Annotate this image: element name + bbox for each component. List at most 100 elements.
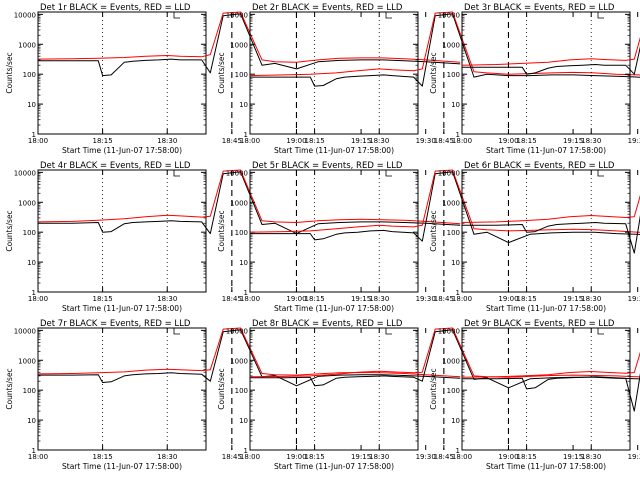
events-series-line bbox=[38, 329, 461, 387]
x-axis-label: Start Time (11-Jun-07 17:58:00) bbox=[486, 462, 606, 471]
y-tick-label: 10000 bbox=[14, 327, 36, 335]
x-tick-label: 19:30 bbox=[628, 453, 640, 461]
x-tick-label: 19:30 bbox=[628, 137, 640, 145]
x-axis-label: Start Time (11-Jun-07 17:58:00) bbox=[62, 304, 182, 313]
x-tick-label: 18:45 bbox=[434, 295, 454, 303]
plot-frame bbox=[461, 169, 631, 293]
y-tick-label: 10000 bbox=[226, 11, 248, 19]
x-tick-label: 18:30 bbox=[157, 453, 177, 461]
x-tick-label: 19:15 bbox=[351, 137, 371, 145]
x-tick-label: 18:30 bbox=[369, 137, 389, 145]
detector-panel: Det 1r BLACK = Events, RED = LLD 1 10 100 10… bbox=[5, 3, 461, 155]
x-tick-label: 19:00 bbox=[498, 137, 518, 145]
x-tick-label: 19:15 bbox=[563, 453, 583, 461]
y-tick-label: 100 bbox=[447, 229, 460, 237]
y-tick-label: 1000 bbox=[18, 199, 36, 207]
x-tick-label: 18:15 bbox=[305, 295, 325, 303]
plot-title: Det 8r BLACK = Events, RED = LLD bbox=[252, 319, 403, 329]
y-tick-label: 10000 bbox=[438, 11, 460, 19]
x-axis-label: Start Time (11-Jun-07 17:58:00) bbox=[486, 146, 606, 155]
x-tick-label: 18:45 bbox=[222, 295, 242, 303]
plot-title: Det 9r BLACK = Events, RED = LLD bbox=[464, 319, 615, 329]
x-tick-label: 18:15 bbox=[93, 295, 113, 303]
y-tick-label: 10000 bbox=[438, 169, 460, 177]
y-axis-label: Counts/sec bbox=[429, 210, 438, 251]
x-axis-label: Start Time (11-Jun-07 17:58:00) bbox=[274, 304, 394, 313]
legend-mark bbox=[385, 328, 392, 335]
x-tick-label: 18:00 bbox=[452, 137, 472, 145]
x-tick-label: 19:30 bbox=[628, 295, 640, 303]
y-tick-label: 1000 bbox=[230, 199, 248, 207]
x-axis-label: Start Time (11-Jun-07 17:58:00) bbox=[62, 146, 182, 155]
x-tick-label: 18:00 bbox=[240, 137, 260, 145]
detector-panel: Det 9r BLACK = Events, RED = LLD 1 10 100 10… bbox=[429, 319, 640, 471]
x-axis-label: Start Time (11-Jun-07 17:58:00) bbox=[486, 304, 606, 313]
x-tick-label: 19:30 bbox=[416, 137, 436, 145]
y-tick-label: 1 bbox=[456, 131, 460, 139]
x-tick-label: 18:30 bbox=[581, 453, 601, 461]
plot-title: Det 2r BLACK = Events, RED = LLD bbox=[252, 3, 403, 13]
x-tick-label: 18:00 bbox=[452, 453, 472, 461]
plot-frame bbox=[461, 327, 631, 451]
detector-panel: Det 3r BLACK = Events, RED = LLD 1 10 100 10… bbox=[429, 3, 640, 155]
y-tick-label: 1 bbox=[456, 289, 460, 297]
y-tick-label: 10000 bbox=[226, 169, 248, 177]
plot-frame bbox=[461, 11, 631, 135]
y-axis-label: Counts/sec bbox=[5, 210, 14, 251]
y-tick-label: 1000 bbox=[442, 41, 460, 49]
x-tick-label: 18:30 bbox=[581, 295, 601, 303]
legend-mark bbox=[385, 170, 392, 177]
x-axis-label: Start Time (11-Jun-07 17:58:00) bbox=[274, 462, 394, 471]
y-tick-label: 1000 bbox=[442, 357, 460, 365]
lld-series-line bbox=[37, 327, 461, 378]
y-tick-label: 1 bbox=[244, 289, 248, 297]
x-tick-label: 18:00 bbox=[28, 295, 48, 303]
y-tick-label: 10 bbox=[239, 259, 248, 267]
legend-mark bbox=[173, 170, 180, 177]
y-axis-label: Counts/sec bbox=[5, 52, 14, 93]
y-tick-label: 10000 bbox=[14, 169, 36, 177]
x-tick-label: 19:00 bbox=[498, 453, 518, 461]
x-tick-label: 18:45 bbox=[222, 137, 242, 145]
events-series-line bbox=[462, 214, 640, 254]
x-tick-label: 19:30 bbox=[416, 295, 436, 303]
x-tick-label: 19:15 bbox=[351, 295, 371, 303]
x-tick-label: 19:15 bbox=[563, 137, 583, 145]
plot-frame bbox=[249, 327, 419, 451]
y-axis-label: Counts/sec bbox=[429, 368, 438, 409]
x-tick-label: 18:30 bbox=[369, 453, 389, 461]
detector-panel: Det 4r BLACK = Events, RED = LLD 1 10 100 10… bbox=[5, 161, 461, 313]
y-tick-label: 1000 bbox=[442, 199, 460, 207]
y-tick-label: 10 bbox=[451, 101, 460, 109]
lld-series-line bbox=[37, 169, 461, 225]
plot-title: Det 1r BLACK = Events, RED = LLD bbox=[40, 3, 191, 13]
x-tick-label: 18:15 bbox=[517, 453, 537, 461]
y-tick-label: 1000 bbox=[230, 41, 248, 49]
x-tick-label: 18:15 bbox=[517, 137, 537, 145]
y-tick-label: 1 bbox=[456, 447, 460, 455]
plot-frame bbox=[37, 169, 207, 293]
events-series-line bbox=[38, 13, 461, 77]
x-tick-label: 18:15 bbox=[305, 137, 325, 145]
lld-series-line bbox=[249, 11, 640, 77]
y-tick-label: 100 bbox=[23, 387, 36, 395]
x-tick-label: 18:15 bbox=[93, 453, 113, 461]
x-tick-label: 18:45 bbox=[434, 453, 454, 461]
y-tick-label: 10000 bbox=[14, 11, 36, 19]
y-tick-label: 100 bbox=[235, 229, 248, 237]
legend-mark bbox=[597, 328, 604, 335]
x-tick-label: 18:15 bbox=[517, 295, 537, 303]
detector-panel: Det 5r BLACK = Events, RED = LLD 1 10 100 10… bbox=[217, 161, 640, 313]
y-tick-label: 10 bbox=[451, 417, 460, 425]
legend-mark bbox=[173, 12, 180, 19]
x-tick-label: 19:00 bbox=[286, 137, 306, 145]
x-tick-label: 18:15 bbox=[305, 453, 325, 461]
events-series-line bbox=[462, 372, 640, 412]
y-tick-label: 100 bbox=[23, 229, 36, 237]
x-tick-label: 19:15 bbox=[563, 295, 583, 303]
x-tick-label: 18:30 bbox=[157, 137, 177, 145]
x-axis-label: Start Time (11-Jun-07 17:58:00) bbox=[62, 462, 182, 471]
y-tick-label: 100 bbox=[447, 71, 460, 79]
y-axis-label: Counts/sec bbox=[5, 368, 14, 409]
